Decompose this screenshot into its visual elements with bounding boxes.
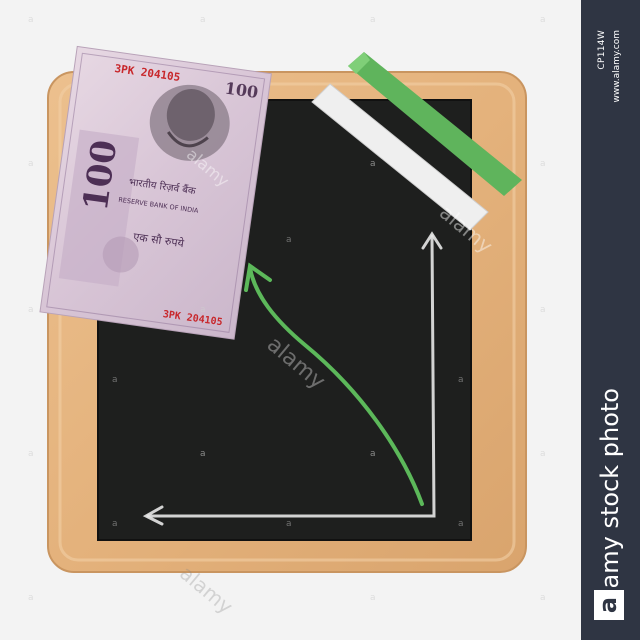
y-axis-arrowhead xyxy=(421,231,443,250)
denomination-large: 100 xyxy=(76,138,125,214)
x-axis-arrowhead xyxy=(142,505,164,526)
growth-curve xyxy=(248,266,424,506)
watermark-badge: a xyxy=(370,593,376,603)
banknote-border xyxy=(46,52,266,333)
watermark-badge: a xyxy=(540,449,546,459)
white-chalk-stick xyxy=(311,83,489,231)
site-url-label: www.alamy.com xyxy=(612,30,622,103)
watermark-badge: a xyxy=(28,15,34,25)
emblem-icon xyxy=(102,236,139,273)
alamy-side-banner xyxy=(581,0,640,640)
watermark-badge: a xyxy=(112,375,118,385)
watermark-badge: a xyxy=(28,593,34,603)
portrait-face-icon xyxy=(166,88,215,141)
watermark-badge: a xyxy=(28,159,34,169)
watermark-badge: a xyxy=(112,519,118,529)
watermark-badge: a xyxy=(540,159,546,169)
image-id-label: CP114W xyxy=(597,30,607,70)
watermark-badge: a xyxy=(286,519,292,529)
watermark-badge: a xyxy=(28,449,34,459)
watermark-badge: a xyxy=(540,305,546,315)
watermark-badge: a xyxy=(28,305,34,315)
growth-arrowhead xyxy=(244,262,272,292)
chalk-axes xyxy=(146,234,436,518)
watermark-badge: a xyxy=(370,449,376,459)
watermark-badge: a xyxy=(200,15,206,25)
watermark-badge: a xyxy=(200,449,206,459)
denomination-corner: 100 xyxy=(224,79,260,102)
watermark-badge: a xyxy=(370,15,376,25)
alamy-brand-text: alamy stock photo xyxy=(596,388,624,610)
green-chalk-stick xyxy=(348,52,522,196)
watermark-badge: a xyxy=(458,375,464,385)
watermark-badge: a xyxy=(540,593,546,603)
watermark-badge: a xyxy=(458,519,464,529)
alamy-logo-icon: a xyxy=(594,590,624,620)
watermark-badge: a xyxy=(370,159,376,169)
portrait-shoulders xyxy=(167,131,209,148)
watermark-badge: a xyxy=(286,235,292,245)
watermark-badge: a xyxy=(540,15,546,25)
frame-highlight xyxy=(58,82,516,562)
watermark-badge: a xyxy=(200,305,206,315)
banknote: 3PK 204105 100 100 एक सौ रुपये भारतीय रि… xyxy=(39,45,272,340)
